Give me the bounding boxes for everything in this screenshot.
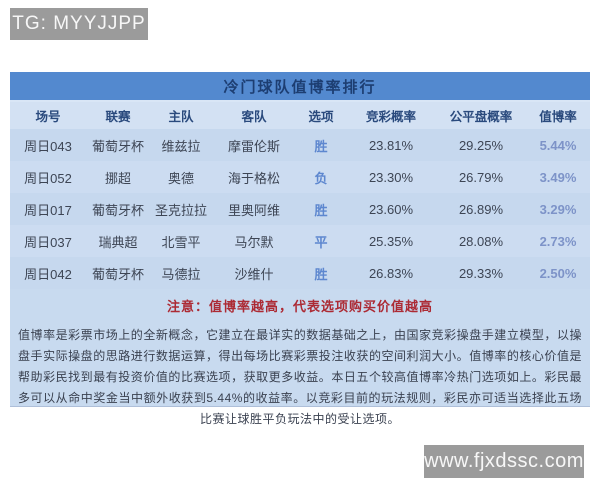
telegram-watermark-badge: TG: MYYJJPP [10,8,148,40]
cell-value-rate: 2.50% [539,265,577,281]
cell-lottery-probability: 23.81% [368,137,414,153]
header-lottery-probability: 竞彩概率 [365,110,416,124]
table-title-bar: 冷门球队值博率排行 [10,72,590,102]
cell-lottery-probability: 23.30% [368,169,414,185]
table-body: 周日043 葡萄牙杯 维兹拉 摩雷伦斯 胜 23.81% 29.25% 5.44… [10,129,590,289]
table-title: 冷门球队值博率排行 [223,78,377,96]
cell-pick-option: 平 [314,234,328,250]
note-text: 注意：值博率越高，代表选项购买价值越高 [166,299,433,314]
cell-league: 瑞典超 [98,234,138,250]
cell-away-team: 摩雷伦斯 [227,138,280,154]
cell-league: 挪超 [104,170,131,186]
table-row: 周日043 葡萄牙杯 维兹拉 摩雷伦斯 胜 23.81% 29.25% 5.44… [10,129,590,161]
cell-fair-odds-probability: 26.79% [458,169,504,185]
cell-league: 葡萄牙杯 [91,138,144,154]
cell-home-team: 北雪平 [161,234,201,250]
cell-match-number: 周日043 [24,138,72,154]
table-header-row: 场号 联赛 主队 客队 选项 竞彩概率 公平盘概率 值博率 [10,102,590,129]
header-fair-odds-probability: 公平盘概率 [449,110,513,124]
table-row: 周日017 葡萄牙杯 圣克拉拉 里奥阿维 胜 23.60% 26.89% 3.2… [10,193,590,225]
cell-value-rate: 3.49% [539,169,577,185]
cell-fair-odds-probability: 28.08% [458,233,504,249]
cell-match-number: 周日037 [24,234,72,250]
cell-match-number: 周日042 [24,266,72,282]
cell-match-number: 周日017 [24,202,72,218]
cell-league: 葡萄牙杯 [91,266,144,282]
website-watermark-text: www.fjxdssc.com [424,450,584,472]
cell-pick-option: 负 [314,170,328,186]
cell-home-team: 圣克拉拉 [154,202,207,218]
description-paragraph: 值博率是彩票市场上的全新概念，它建立在最详实的数据基础之上，由国家竞彩操盘手建立… [18,328,582,426]
cell-fair-odds-probability: 26.89% [458,201,504,217]
header-pick-option: 选项 [308,110,334,124]
cell-value-rate: 5.44% [539,137,577,153]
cell-away-team: 马尔默 [234,234,274,250]
header-match-number: 场号 [35,110,61,124]
table-row: 周日042 葡萄牙杯 马德拉 沙维什 胜 26.83% 29.33% 2.50% [10,257,590,289]
telegram-watermark-text: TG: MYYJJPP [12,13,146,34]
cell-lottery-probability: 26.83% [368,265,414,281]
table-row: 周日037 瑞典超 北雪平 马尔默 平 25.35% 28.08% 2.73% [10,225,590,257]
cell-match-number: 周日052 [24,170,72,186]
cell-value-rate: 2.73% [539,233,577,249]
cell-home-team: 奥德 [167,170,194,186]
website-watermark-badge: www.fjxdssc.com [424,445,584,478]
cell-pick-option: 胜 [314,202,328,218]
cell-lottery-probability: 23.60% [368,201,414,217]
cell-fair-odds-probability: 29.33% [458,265,504,281]
cell-league: 葡萄牙杯 [91,202,144,218]
cell-home-team: 维兹拉 [161,138,201,154]
cell-lottery-probability: 25.35% [368,233,414,249]
cell-away-team: 海于格松 [227,170,280,186]
header-away-team: 客队 [241,110,267,124]
table-row: 周日052 挪超 奥德 海于格松 负 23.30% 26.79% 3.49% [10,161,590,193]
cell-fair-odds-probability: 29.25% [458,137,504,153]
cell-pick-option: 胜 [314,138,328,154]
cell-pick-option: 胜 [314,266,328,282]
header-home-team: 主队 [168,110,194,124]
header-value-rate: 值博率 [539,110,577,124]
cell-away-team: 沙维什 [234,266,274,282]
value-rate-table-panel: 冷门球队值博率排行 场号 联赛 主队 客队 选项 竞彩概率 公平盘概率 值博率 … [10,72,590,426]
cell-home-team: 马德拉 [161,266,201,282]
cell-value-rate: 3.29% [539,201,577,217]
cell-away-team: 里奥阿维 [227,202,280,218]
header-league: 联赛 [105,110,131,124]
